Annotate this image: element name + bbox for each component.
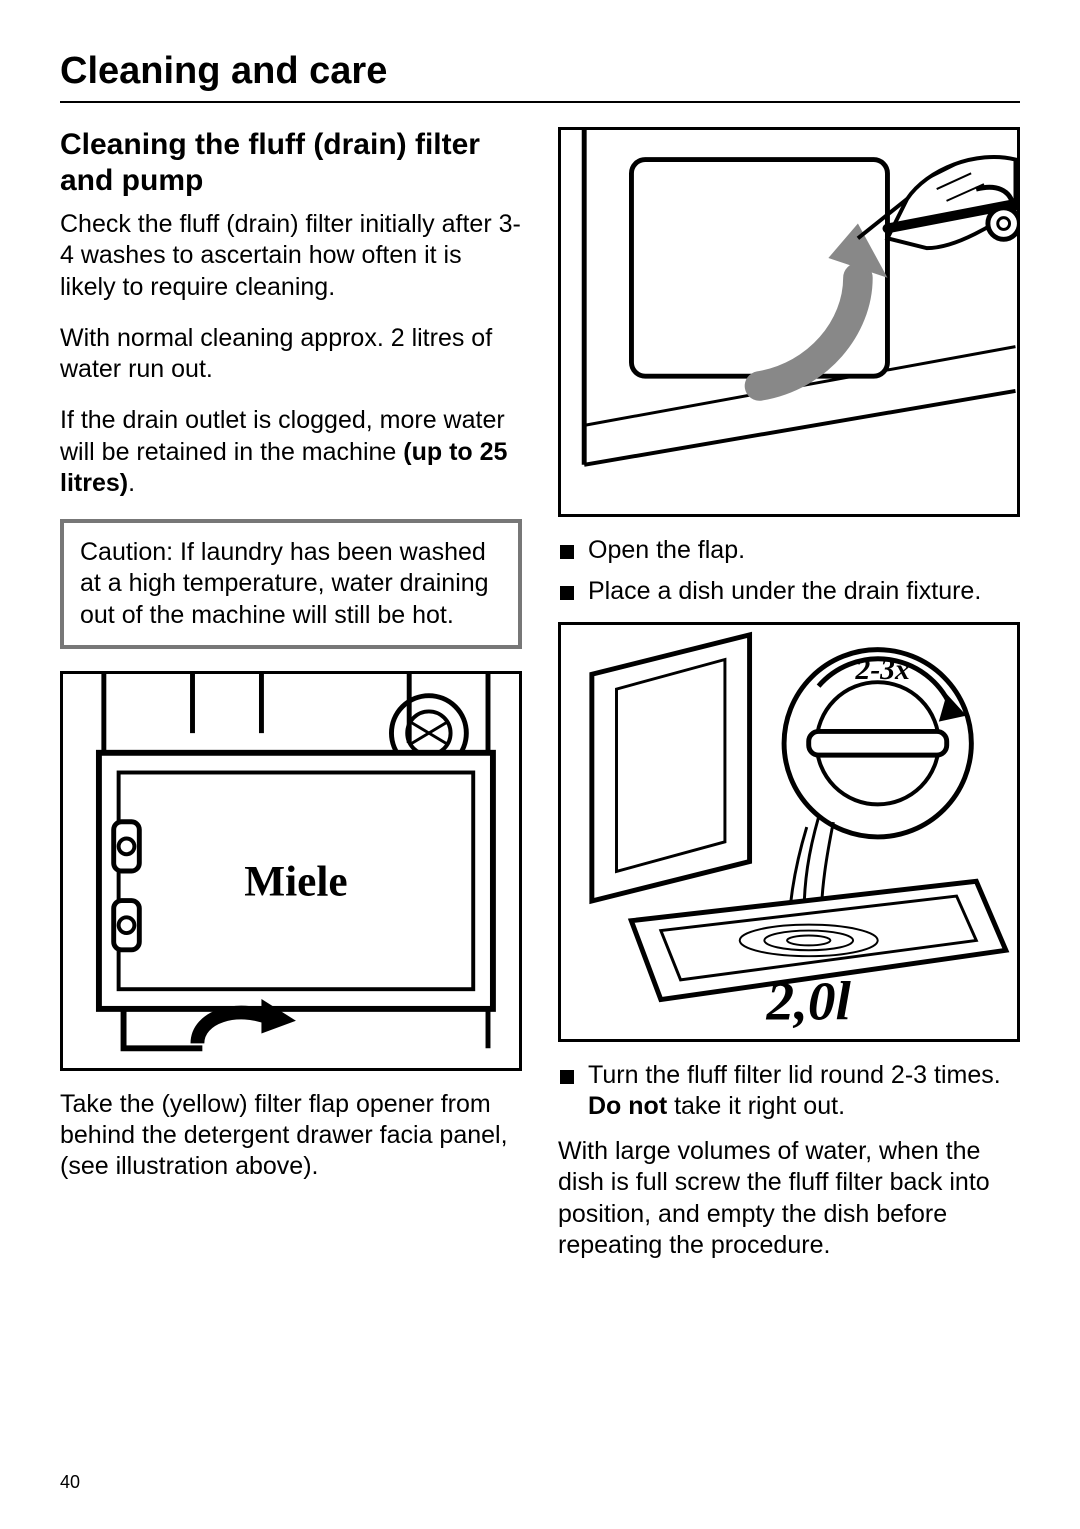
illustration-drain-dish: 2-3x 2,0l — [558, 622, 1020, 1042]
caution-box: Caution: If laundry has been washed at a… — [60, 519, 522, 649]
paragraph: If the drain outlet is clogged, more wat… — [60, 405, 522, 499]
paragraph: With normal cleaning approx. 2 litres of… — [60, 323, 522, 386]
svg-text:Miele: Miele — [244, 857, 347, 905]
list-item: Open the flap. — [558, 535, 1020, 566]
paragraph: With large volumes of water, when the di… — [558, 1136, 1020, 1261]
paragraph: Take the (yellow) filter flap opener fro… — [60, 1089, 522, 1183]
flap-svg — [561, 130, 1017, 514]
list-item: Turn the fluff filter lid round 2-3 time… — [558, 1060, 1020, 1123]
step-list: Turn the fluff filter lid round 2-3 time… — [558, 1060, 1020, 1123]
manual-page: Cleaning and care Cleaning the fluff (dr… — [0, 0, 1080, 1529]
step-list: Open the flap. Place a dish under the dr… — [558, 535, 1020, 608]
drain-svg: 2-3x 2,0l — [561, 625, 1017, 1039]
left-column: Cleaning the fluff (drain) filter and pu… — [60, 127, 522, 1281]
illustration-drawer: Miele — [60, 671, 522, 1071]
title-divider — [60, 101, 1020, 103]
svg-text:2,0l: 2,0l — [766, 970, 852, 1031]
paragraph: Check the fluff (drain) filter initially… — [60, 209, 522, 303]
svg-text:2-3x: 2-3x — [855, 654, 910, 686]
section-heading: Cleaning the fluff (drain) filter and pu… — [60, 127, 522, 199]
text-run: Turn the fluff filter lid round 2-3 time… — [588, 1061, 1001, 1089]
text-run: . — [128, 469, 135, 497]
right-column: Open the flap. Place a dish under the dr… — [558, 127, 1020, 1281]
text-run: take it right out. — [667, 1092, 845, 1120]
two-column-layout: Cleaning the fluff (drain) filter and pu… — [60, 127, 1020, 1281]
drawer-svg: Miele — [63, 674, 519, 1068]
page-title: Cleaning and care — [60, 50, 1020, 93]
page-number: 40 — [60, 1472, 80, 1493]
bold-text: Do not — [588, 1092, 667, 1120]
list-item: Place a dish under the drain fixture. — [558, 576, 1020, 607]
illustration-open-flap — [558, 127, 1020, 517]
